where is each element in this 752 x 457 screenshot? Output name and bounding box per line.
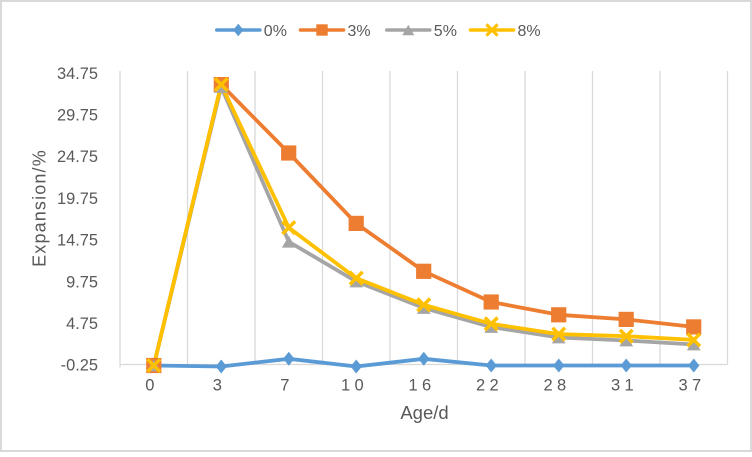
svg-text:Expansion/%: Expansion/% xyxy=(30,149,50,267)
svg-text:0%: 0% xyxy=(264,23,287,40)
svg-text:Age/d: Age/d xyxy=(400,402,448,423)
svg-text:3: 3 xyxy=(611,377,620,395)
svg-text:3%: 3% xyxy=(348,23,371,40)
svg-text:6: 6 xyxy=(422,377,431,395)
svg-text:1: 1 xyxy=(341,377,350,395)
svg-text:0: 0 xyxy=(145,377,154,395)
svg-text:2: 2 xyxy=(490,377,499,395)
svg-text:-0.25: -0.25 xyxy=(61,357,98,375)
svg-text:14.75: 14.75 xyxy=(57,232,98,250)
svg-text:34.75: 34.75 xyxy=(57,65,98,83)
svg-text:1: 1 xyxy=(625,377,634,395)
svg-text:3: 3 xyxy=(679,377,688,395)
svg-text:0: 0 xyxy=(355,377,364,395)
svg-text:2: 2 xyxy=(476,377,485,395)
svg-text:2: 2 xyxy=(544,377,553,395)
svg-text:3: 3 xyxy=(213,377,222,395)
svg-text:8: 8 xyxy=(557,377,566,395)
svg-text:7: 7 xyxy=(280,377,289,395)
svg-text:8%: 8% xyxy=(518,23,541,40)
svg-text:24.75: 24.75 xyxy=(57,148,98,166)
svg-text:9.75: 9.75 xyxy=(66,273,98,291)
svg-text:19.75: 19.75 xyxy=(57,190,98,208)
svg-text:29.75: 29.75 xyxy=(57,107,98,125)
svg-text:5%: 5% xyxy=(434,23,457,40)
svg-text:7: 7 xyxy=(692,377,701,395)
svg-text:4.75: 4.75 xyxy=(66,315,98,333)
svg-text:1: 1 xyxy=(409,377,418,395)
